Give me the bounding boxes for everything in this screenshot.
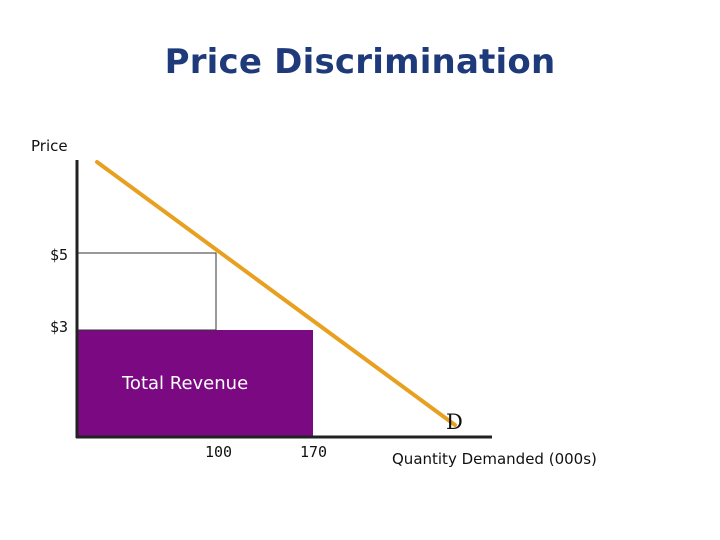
total-revenue-area (78, 330, 313, 437)
total-revenue-label: Total Revenue (122, 373, 249, 394)
demand-label: D (446, 410, 463, 434)
x-axis-label: Quantity Demanded (000s) (392, 450, 597, 468)
slide-title: Price Discrimination (164, 42, 556, 82)
x-tick-170: 170 (300, 443, 328, 461)
price-5-box (77, 252, 217, 331)
y-tick-5: $5 (50, 246, 69, 264)
y-axis-label: Price (31, 137, 68, 155)
demand-curve (95, 160, 457, 427)
y-tick-3: $3 (50, 318, 69, 336)
x-tick-100: 100 (205, 443, 233, 461)
